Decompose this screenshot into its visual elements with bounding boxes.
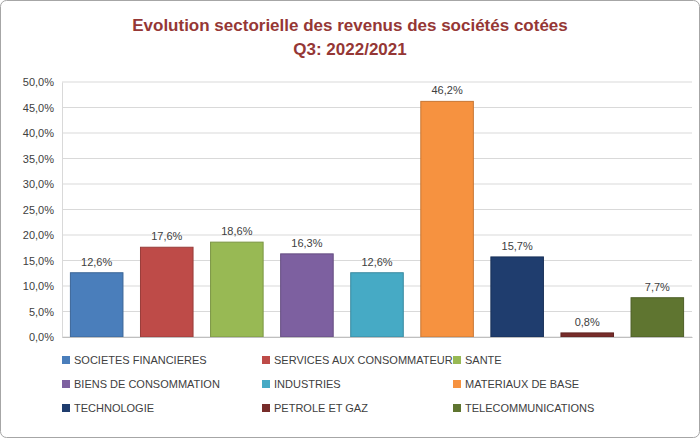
grid-line xyxy=(62,107,692,108)
legend-item: INDUSTRIES xyxy=(262,378,341,390)
bar xyxy=(631,298,684,337)
legend-item: SANTE xyxy=(453,354,502,366)
tick: 15,0% xyxy=(23,255,62,267)
legend-label: SANTE xyxy=(465,354,502,366)
legend-swatch xyxy=(62,380,70,388)
tick-label: 20,0% xyxy=(23,229,54,241)
tick-label: 50,0% xyxy=(23,76,54,88)
bar xyxy=(491,257,544,337)
grid-line xyxy=(62,209,692,210)
legend-item: MATERIAUX DE BASE xyxy=(453,378,579,390)
legend-item: TECHNOLOGIE xyxy=(62,402,154,414)
grid-line xyxy=(62,82,692,83)
tick: 5,0% xyxy=(29,306,62,318)
legend-swatch xyxy=(453,404,461,412)
tick-label: 40,0% xyxy=(23,127,54,139)
legend-swatch xyxy=(262,404,270,412)
data-label: 12,6% xyxy=(361,256,392,268)
legend-label: TECHNOLOGIE xyxy=(74,402,154,414)
tick: 25,0% xyxy=(23,204,62,216)
legend-item: SOCIETES FINANCIERES xyxy=(62,354,207,366)
tick-label: 0,0% xyxy=(29,331,54,343)
bar xyxy=(351,273,404,337)
legend: SOCIETES FINANCIERES SERVICES AUX CONSOMM… xyxy=(62,354,594,414)
subtitle: Q3: 2022/2021 xyxy=(293,40,406,59)
grid xyxy=(62,82,692,337)
data-label: 12,6% xyxy=(81,256,112,268)
data-label: 16,3% xyxy=(291,237,322,249)
legend-swatch xyxy=(62,404,70,412)
grid-line xyxy=(62,184,692,185)
tick: 45,0% xyxy=(23,102,62,114)
axis-line xyxy=(63,337,693,338)
legend-item: SERVICES AUX CONSOMMATEURS xyxy=(262,354,460,366)
data-labels: 12,6% 17,6% 18,6% 16,3% 12,6% 46,2% 15,7% 0,8% 7… xyxy=(81,84,670,328)
data-label: 17,6% xyxy=(151,230,182,242)
tick: 50,0% xyxy=(23,76,62,88)
grid-line xyxy=(62,133,692,134)
tick-label: 45,0% xyxy=(23,102,54,114)
legend-label: BIENS DE CONSOMMATION xyxy=(74,378,220,390)
bar xyxy=(70,273,123,337)
tick-label: 35,0% xyxy=(23,153,54,165)
legend-label: SERVICES AUX CONSOMMATEURS xyxy=(274,354,460,366)
bar xyxy=(140,247,193,337)
tick-label: 30,0% xyxy=(23,178,54,190)
legend-label: INDUSTRIES xyxy=(274,378,341,390)
legend-swatch xyxy=(453,380,461,388)
legend-label: PETROLE ET GAZ xyxy=(274,402,368,414)
tick: 0,0% xyxy=(29,331,62,343)
bar xyxy=(561,333,614,337)
axis-line xyxy=(62,83,63,338)
legend-swatch xyxy=(262,356,270,364)
tick-label: 25,0% xyxy=(23,204,54,216)
tick: 40,0% xyxy=(23,127,62,139)
legend-item: TELECOMMUNICATIONS xyxy=(453,402,594,414)
data-label: 18,6% xyxy=(221,225,252,237)
chart-frame xyxy=(1,1,700,438)
tick: 20,0% xyxy=(23,229,62,241)
data-label: 15,7% xyxy=(502,240,533,252)
bar xyxy=(421,101,474,337)
tick-label: 10,0% xyxy=(23,280,54,292)
tick: 35,0% xyxy=(23,153,62,165)
legend-label: SOCIETES FINANCIERES xyxy=(74,354,207,366)
tick-label: 5,0% xyxy=(29,306,54,318)
tick: 10,0% xyxy=(23,280,62,292)
legend-swatch xyxy=(262,380,270,388)
y-axis: 0,0% 5,0% 10,0% 15,0% 20,0% 25,0% 30,0% 35,0% 40… xyxy=(23,76,63,343)
tick: 30,0% xyxy=(23,178,62,190)
legend-item: PETROLE ET GAZ xyxy=(262,402,368,414)
data-label: 0,8% xyxy=(575,316,600,328)
bar xyxy=(211,242,264,337)
grid-line xyxy=(62,158,692,159)
legend-label: TELECOMMUNICATIONS xyxy=(465,402,594,414)
legend-swatch xyxy=(453,356,461,364)
data-label: 46,2% xyxy=(431,84,462,96)
legend-label: MATERIAUX DE BASE xyxy=(465,378,579,390)
data-label: 7,7% xyxy=(645,281,670,293)
bar xyxy=(281,254,334,337)
legend-swatch xyxy=(62,356,70,364)
title: Evolution sectorielle des revenus des so… xyxy=(132,16,568,35)
tick-label: 15,0% xyxy=(23,255,54,267)
legend-item: BIENS DE CONSOMMATION xyxy=(62,378,220,390)
chart: Evolution sectorielle des revenus des so… xyxy=(0,0,700,438)
bars xyxy=(70,101,683,337)
